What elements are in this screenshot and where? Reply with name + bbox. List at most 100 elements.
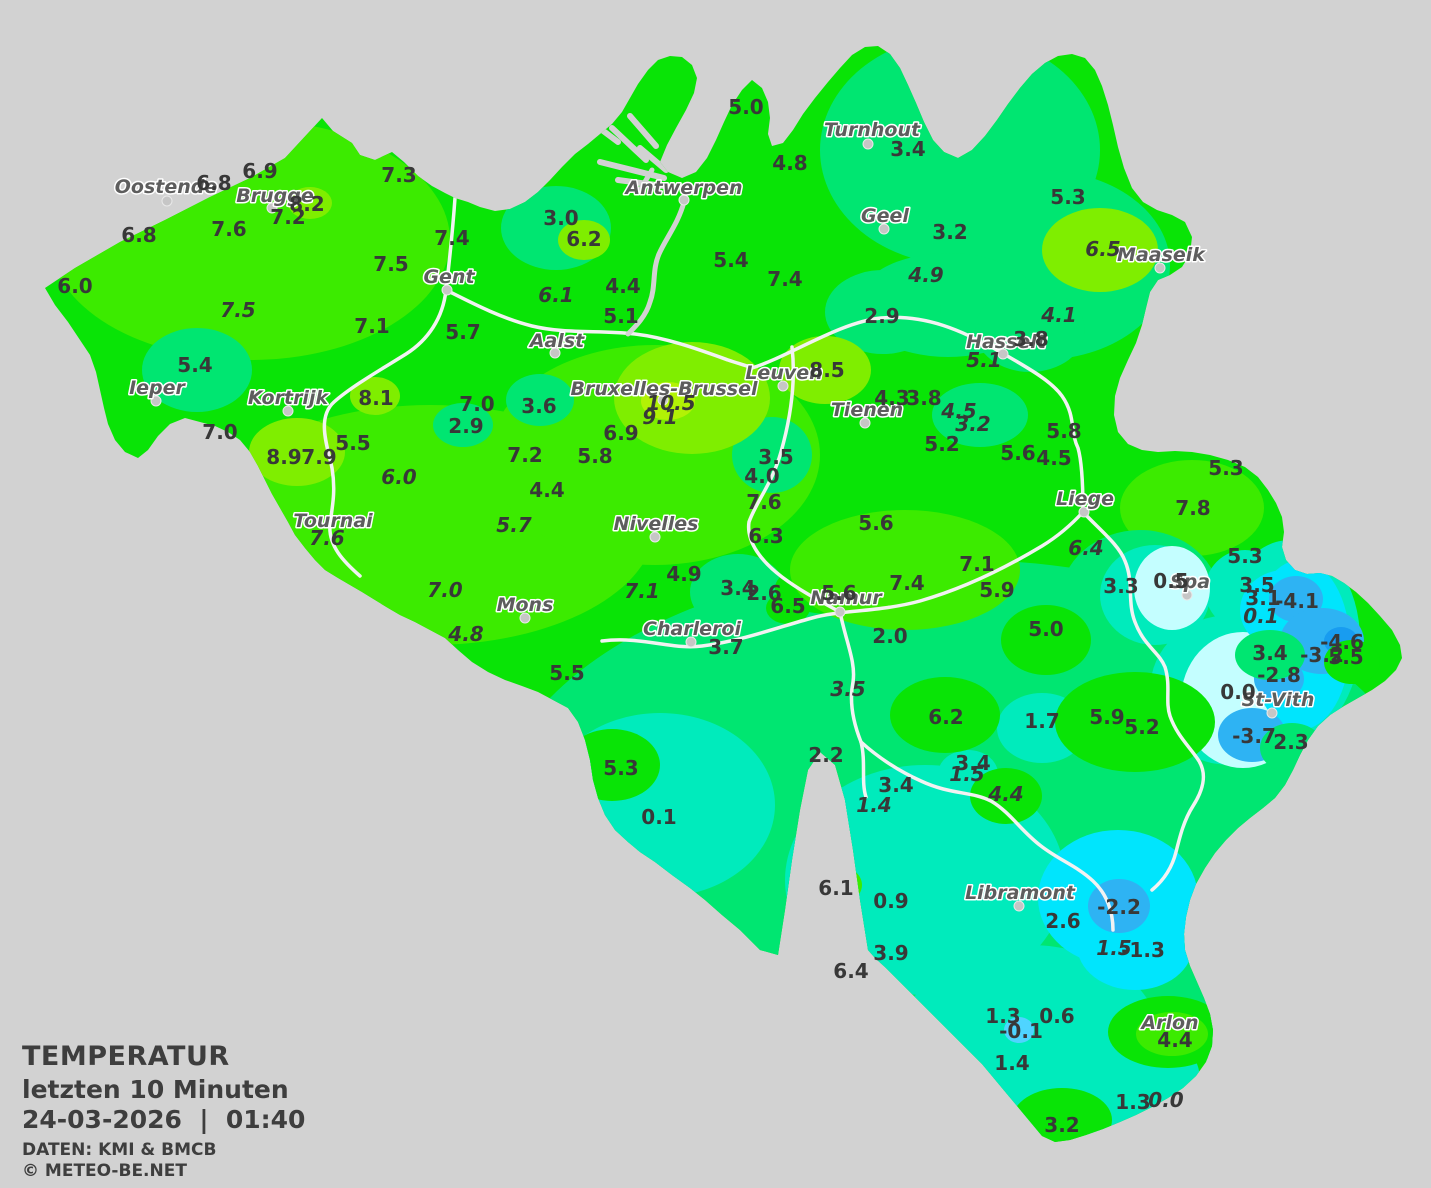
- city-marker-dot: [878, 223, 890, 235]
- city-label: Libramont: [965, 882, 1076, 904]
- temperature-label: 5.9: [1089, 705, 1124, 729]
- temperature-label: 0.0: [1148, 1088, 1184, 1112]
- temperature-label: 3.3: [1103, 574, 1138, 598]
- temperature-label: 3.4: [1252, 641, 1287, 665]
- city-marker-dot: [1154, 262, 1166, 274]
- temperature-band-blob: [779, 336, 871, 404]
- temperature-label: 2.9: [864, 304, 899, 328]
- temperature-label: 3.2: [932, 220, 967, 244]
- temperature-label: 5.1: [966, 348, 1001, 372]
- temperature-label: -4.6: [1320, 630, 1364, 654]
- city-marker-dot: [997, 348, 1009, 360]
- temperature-label: 7.6: [309, 526, 345, 550]
- city-label: Maaseik: [1117, 244, 1206, 266]
- temperature-label: 7.1: [959, 552, 994, 576]
- temperature-band-blob: [433, 403, 493, 447]
- temperature-label: 5.3: [1208, 456, 1243, 480]
- temperature-label: 5.8: [577, 444, 612, 468]
- temperature-band-blob: [558, 220, 610, 260]
- city-label: Hasselt: [966, 331, 1047, 353]
- city-marker-dot: [1181, 589, 1193, 601]
- temperature-band-blob: [932, 383, 1028, 447]
- city-marker-dot: [161, 195, 173, 207]
- temperature-label: 4.9: [907, 263, 944, 287]
- temperature-label: 1.5: [949, 762, 984, 786]
- city-label: Nivelles: [614, 513, 699, 535]
- temperature-label: 3.5: [1239, 573, 1274, 597]
- temperature-label: 3.4: [955, 751, 990, 775]
- city-label: Arlon: [1139, 1012, 1198, 1034]
- temperature-band-blob: [1136, 1012, 1208, 1056]
- temperature-label: 4.4: [987, 782, 1023, 806]
- river-canal-line: [627, 113, 659, 149]
- temperature-label: 6.1: [818, 876, 853, 900]
- city-marker-dot: [862, 138, 874, 150]
- temperature-label: 6.9: [603, 421, 638, 445]
- temperature-label: 5.5: [1328, 645, 1363, 669]
- temperature-label: 7.6: [746, 490, 781, 514]
- temperature-label: 2.3: [1273, 730, 1308, 754]
- temperature-label: 4.5: [940, 399, 976, 423]
- temperature-label: 6.8: [121, 223, 156, 247]
- temperature-label: 3.7: [708, 635, 743, 659]
- city-marker-dot: [1013, 900, 1025, 912]
- page-title: TEMPERATUR: [22, 1041, 230, 1072]
- temperature-label: 4.4: [529, 478, 564, 502]
- temperature-label: 2.6: [1045, 909, 1080, 933]
- temperature-label: 5.3: [1050, 185, 1085, 209]
- datetime-label: 24-03-2026 | 01:40: [22, 1105, 306, 1135]
- temperature-label: 1.4: [994, 1051, 1029, 1075]
- temperature-label: 6.0: [57, 274, 92, 298]
- river-canal-line: [637, 145, 669, 173]
- temperature-label: 5.7: [496, 513, 532, 537]
- temperature-label: 7.8: [1175, 496, 1210, 520]
- city-label: Bruxelles-Brussel: [570, 378, 758, 400]
- city-label: Oostende: [115, 176, 218, 198]
- temperature-label: 6.1: [538, 283, 573, 307]
- page-subtitle: letzten 10 Minuten: [22, 1074, 289, 1104]
- temperature-label: 2.9: [448, 414, 483, 438]
- city-marker-dot: [441, 284, 453, 296]
- temperature-label: 4.9: [666, 562, 701, 586]
- city-marker-dot: [549, 347, 561, 359]
- city-label: Ieper: [129, 377, 186, 399]
- city-label: Leuven: [745, 362, 822, 384]
- river-canal-line: [609, 125, 649, 163]
- temperature-band-blob: [1134, 546, 1210, 630]
- temperature-label: 7.4: [889, 571, 924, 595]
- temperature-band-blob: [1042, 208, 1158, 292]
- temperature-label: 0.1: [641, 805, 676, 829]
- temperature-label: 4.0: [744, 464, 779, 488]
- temperature-label: 5.3: [1227, 544, 1262, 568]
- temperature-label: 7.5: [373, 252, 408, 276]
- city-label: Mons: [497, 594, 554, 616]
- temperature-label: 0.1: [1243, 604, 1278, 628]
- temperature-band-blob: [288, 187, 332, 219]
- temperature-label: -0.1: [999, 1019, 1043, 1043]
- city-marker-dot: [519, 612, 531, 624]
- temperature-band-blob: [970, 768, 1042, 824]
- temperature-label: 5.3: [603, 756, 638, 780]
- city-marker-dot: [1078, 506, 1090, 518]
- temperature-label: 4.8: [772, 151, 807, 175]
- city-marker-dot: [685, 636, 697, 648]
- temperature-band-blob: [506, 374, 574, 426]
- temperature-label: 3.9: [873, 941, 908, 965]
- temperature-label: 6.4: [833, 959, 868, 983]
- temperature-label: 5.1: [603, 304, 638, 328]
- temperature-label: 6.3: [748, 524, 783, 548]
- temperature-label: 6.5: [1085, 237, 1120, 261]
- temperature-label: 2.6: [746, 581, 781, 605]
- temperature-band-blob: [1055, 672, 1215, 772]
- city-marker-dot: [1266, 707, 1278, 719]
- temperature-label: 1.3: [985, 1004, 1020, 1028]
- province-border-line: [859, 740, 1115, 932]
- city-marker-dot: [777, 380, 789, 392]
- temperature-label: 8.9: [266, 445, 301, 469]
- temperature-label: 4.5: [1036, 446, 1071, 470]
- temperature-label: 3.2: [955, 412, 990, 436]
- city-marker-dot: [150, 395, 162, 407]
- city-marker-dot: [649, 531, 661, 543]
- temperature-label: 5.4: [177, 353, 212, 377]
